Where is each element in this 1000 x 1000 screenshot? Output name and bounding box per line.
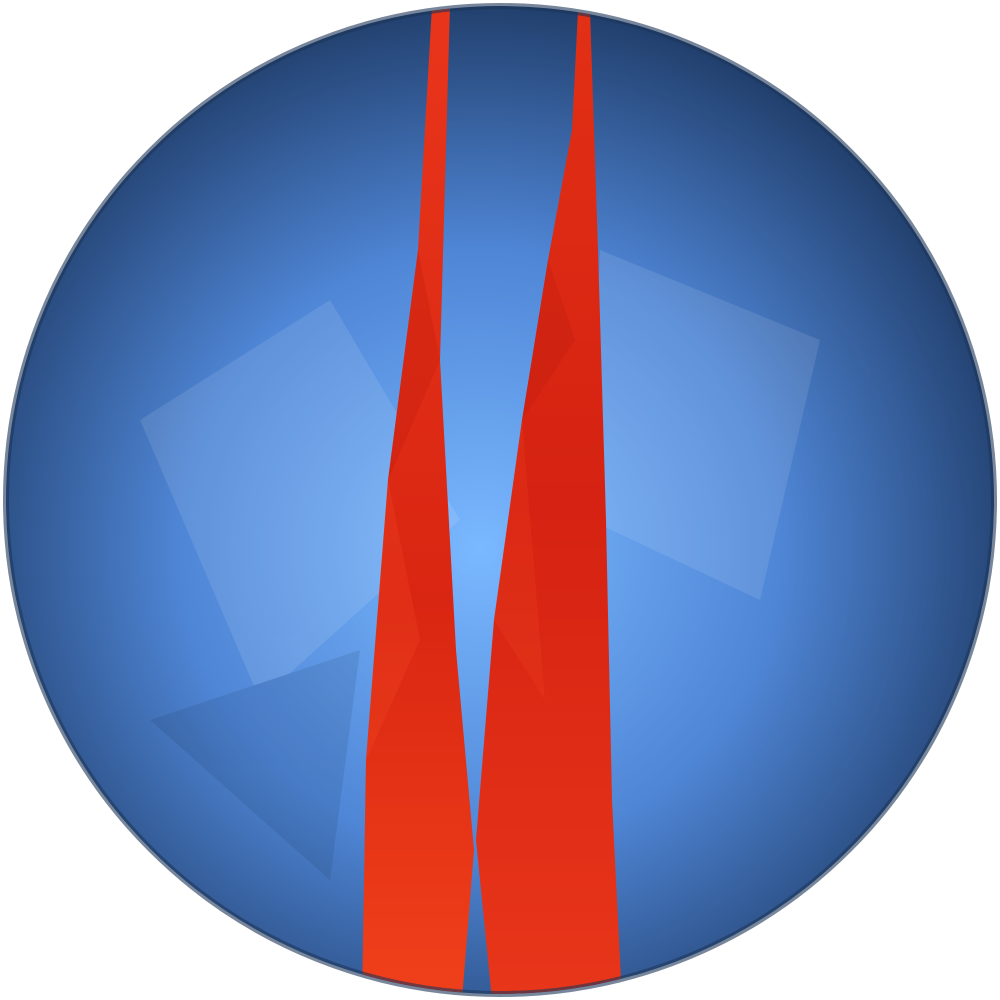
- red-ribbons: [362, 6, 622, 994]
- left-ribbon: [362, 6, 474, 994]
- sphere-facets: [140, 250, 820, 880]
- sphere: [6, 6, 994, 994]
- right-ribbon: [476, 10, 622, 994]
